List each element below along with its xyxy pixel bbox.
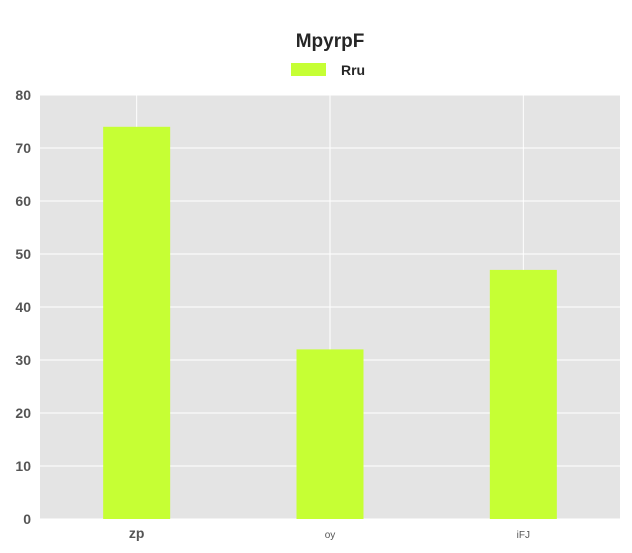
y-tick-label: 70 (15, 140, 31, 156)
y-tick-label: 20 (15, 405, 31, 421)
bar-iFJ (489, 269, 557, 519)
bar-oy (296, 349, 364, 519)
x-axis: zp oy iFJ (129, 525, 530, 541)
chart-title: MpyrpF (296, 31, 365, 52)
x-tick-label: zp (129, 525, 145, 541)
y-tick-label: 60 (15, 193, 31, 209)
x-tick-label: oy (325, 530, 336, 541)
y-tick-label: 30 (15, 352, 31, 368)
y-tick-label: 80 (15, 87, 31, 103)
y-tick-label: 0 (23, 511, 31, 527)
y-tick-label: 40 (15, 299, 31, 315)
legend-swatch (291, 63, 326, 76)
y-tick-label: 10 (15, 458, 31, 474)
legend-label: Rru (341, 62, 365, 78)
legend: Rru (291, 62, 365, 78)
bar-zp (103, 126, 171, 520)
x-tick-label: iFJ (517, 530, 530, 541)
bars (103, 126, 557, 520)
y-axis: 0 10 20 30 40 50 60 70 80 (15, 87, 31, 527)
y-tick-label: 50 (15, 246, 31, 262)
